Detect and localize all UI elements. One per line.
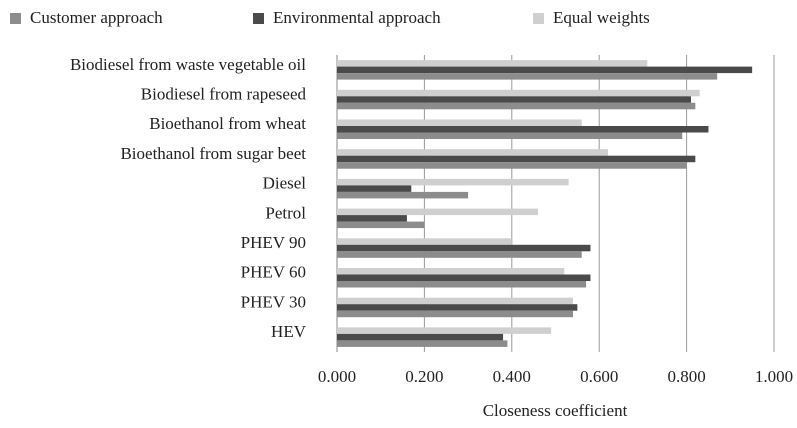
bar bbox=[337, 149, 608, 156]
x-tick-label: 1.000 bbox=[755, 367, 793, 386]
bar bbox=[337, 268, 565, 275]
y-tick-label: PHEV 90 bbox=[241, 233, 306, 252]
bar bbox=[337, 340, 508, 347]
legend-swatch bbox=[10, 13, 21, 24]
bar bbox=[337, 310, 573, 318]
bar bbox=[337, 238, 512, 245]
bar bbox=[337, 102, 696, 110]
y-tick-label: Bioethanol from sugar beet bbox=[120, 144, 306, 163]
bar bbox=[337, 66, 753, 74]
bar bbox=[337, 208, 539, 216]
x-tick-label: 0.800 bbox=[667, 367, 705, 386]
bar bbox=[337, 221, 425, 229]
bar bbox=[337, 132, 683, 139]
bar bbox=[337, 185, 412, 192]
y-tick-label: PHEV 60 bbox=[241, 263, 306, 282]
x-axis-label: Closeness coefficient bbox=[483, 401, 628, 420]
bar bbox=[337, 178, 569, 186]
bar bbox=[337, 162, 687, 169]
bar bbox=[337, 327, 552, 334]
bar bbox=[337, 215, 407, 222]
bar bbox=[337, 89, 700, 97]
x-tick-label: 0.000 bbox=[318, 367, 356, 386]
y-tick-label: HEV bbox=[271, 322, 307, 341]
bar bbox=[337, 297, 573, 305]
bar bbox=[337, 73, 718, 80]
y-tick-label: Petrol bbox=[265, 203, 306, 222]
bar bbox=[337, 281, 587, 288]
bar bbox=[337, 304, 578, 311]
bar bbox=[337, 60, 648, 67]
bar bbox=[337, 333, 504, 341]
y-tick-label: Biodiesel from rapeseed bbox=[141, 84, 307, 103]
bar bbox=[337, 155, 696, 163]
x-tick-label: 0.400 bbox=[493, 367, 531, 386]
bar bbox=[337, 244, 591, 252]
y-tick-label: Bioethanol from wheat bbox=[149, 114, 306, 133]
y-tick-label: Diesel bbox=[263, 174, 307, 193]
bar bbox=[337, 119, 582, 126]
bar bbox=[337, 191, 469, 199]
bar bbox=[337, 274, 591, 281]
legend-label: Equal weights bbox=[553, 8, 650, 27]
bar bbox=[337, 251, 582, 258]
y-tick-label: PHEV 30 bbox=[241, 292, 306, 311]
x-tick-label: 0.600 bbox=[580, 367, 618, 386]
x-tick-label: 0.200 bbox=[405, 367, 443, 386]
legend-swatch bbox=[253, 13, 264, 24]
bar bbox=[337, 96, 691, 103]
legend-label: Customer approach bbox=[30, 8, 163, 27]
y-tick-label: Biodiesel from waste vegetable oil bbox=[70, 55, 306, 74]
legend-label: Environmental approach bbox=[273, 8, 441, 27]
bar bbox=[337, 126, 709, 133]
legend-swatch bbox=[533, 13, 544, 24]
